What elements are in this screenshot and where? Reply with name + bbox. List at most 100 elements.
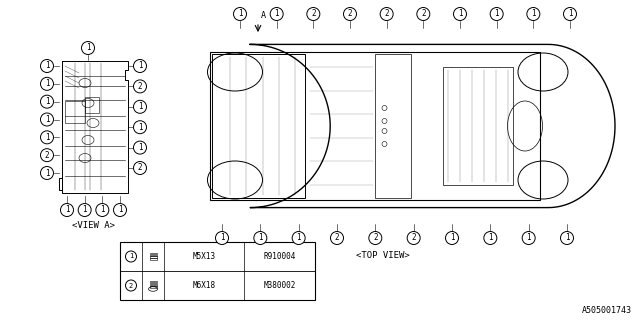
Circle shape [563, 7, 577, 20]
Text: 1: 1 [564, 234, 570, 243]
Circle shape [454, 7, 467, 20]
Circle shape [270, 7, 283, 20]
Bar [150, 284, 157, 286]
Bar [150, 281, 157, 282]
Circle shape [254, 231, 267, 244]
Circle shape [40, 166, 54, 180]
Circle shape [522, 231, 535, 244]
Circle shape [40, 113, 54, 126]
Text: 2: 2 [129, 283, 133, 289]
Text: 1: 1 [86, 44, 90, 52]
Bar [150, 255, 157, 256]
Text: 2: 2 [311, 10, 316, 19]
Text: 1: 1 [138, 102, 142, 111]
Text: 1: 1 [129, 253, 133, 260]
Circle shape [40, 77, 54, 90]
Text: 1: 1 [118, 205, 122, 214]
Circle shape [40, 60, 54, 73]
Circle shape [490, 7, 503, 20]
Text: 1: 1 [488, 234, 493, 243]
Circle shape [134, 80, 147, 93]
Text: 1: 1 [275, 10, 279, 19]
Text: 1: 1 [45, 169, 49, 178]
Text: 1: 1 [458, 10, 462, 19]
Text: 1: 1 [220, 234, 224, 243]
Bar [442, 67, 513, 185]
Text: M6X18: M6X18 [193, 281, 216, 290]
Circle shape [407, 231, 420, 244]
Circle shape [134, 141, 147, 154]
Circle shape [125, 251, 136, 262]
Text: <VIEW A>: <VIEW A> [72, 221, 115, 230]
Text: 1: 1 [526, 234, 531, 243]
Text: 1: 1 [450, 234, 454, 243]
Circle shape [561, 231, 573, 244]
Bar [65, 101, 85, 123]
Bar [374, 54, 410, 198]
Text: 2: 2 [348, 10, 352, 19]
Bar [150, 253, 157, 254]
Circle shape [61, 204, 74, 217]
Text: 1: 1 [531, 10, 536, 19]
Text: A505001743: A505001743 [582, 306, 632, 315]
Circle shape [234, 7, 246, 20]
Bar [150, 256, 157, 258]
Circle shape [40, 149, 54, 162]
Text: <TOP VIEW>: <TOP VIEW> [356, 252, 410, 260]
Circle shape [527, 7, 540, 20]
Text: 2: 2 [373, 234, 378, 243]
Text: 1: 1 [45, 97, 49, 106]
Text: R910004: R910004 [263, 252, 296, 261]
Text: 1: 1 [494, 10, 499, 19]
Bar [150, 258, 157, 260]
Text: 1: 1 [138, 61, 142, 70]
Circle shape [40, 131, 54, 144]
Circle shape [484, 231, 497, 244]
Circle shape [307, 7, 320, 20]
Circle shape [216, 231, 228, 244]
Text: 2: 2 [138, 82, 142, 91]
Bar [150, 286, 157, 288]
Circle shape [134, 121, 147, 134]
Text: 1: 1 [296, 234, 301, 243]
Circle shape [369, 231, 382, 244]
Text: 2: 2 [45, 151, 49, 160]
Text: 2: 2 [412, 234, 416, 243]
Text: 1: 1 [45, 133, 49, 142]
Text: 1: 1 [45, 61, 49, 70]
Text: M5X13: M5X13 [193, 252, 216, 261]
Bar [85, 97, 99, 113]
Circle shape [330, 231, 344, 244]
Circle shape [445, 231, 458, 244]
Text: 1: 1 [258, 234, 262, 243]
Circle shape [78, 204, 91, 217]
Circle shape [40, 95, 54, 108]
Circle shape [134, 162, 147, 174]
Circle shape [113, 204, 127, 217]
Text: 1: 1 [45, 115, 49, 124]
Text: M380002: M380002 [263, 281, 296, 290]
Text: 2: 2 [421, 10, 426, 19]
Circle shape [344, 7, 356, 20]
Text: 1: 1 [65, 205, 69, 214]
Text: 1: 1 [237, 10, 243, 19]
Circle shape [81, 42, 95, 54]
Circle shape [292, 231, 305, 244]
Circle shape [125, 280, 136, 291]
Text: 1: 1 [138, 123, 142, 132]
Text: 2: 2 [335, 234, 339, 243]
Text: 1: 1 [45, 79, 49, 88]
Text: 1: 1 [568, 10, 572, 19]
Circle shape [96, 204, 109, 217]
Text: 1: 1 [138, 143, 142, 152]
Circle shape [134, 100, 147, 113]
Text: 2: 2 [385, 10, 389, 19]
Bar [150, 283, 157, 284]
Text: A: A [261, 11, 266, 20]
Circle shape [134, 60, 147, 73]
Text: 1: 1 [100, 205, 105, 214]
Text: 2: 2 [138, 164, 142, 172]
Bar [212, 54, 305, 198]
Circle shape [417, 7, 430, 20]
Text: 1: 1 [83, 205, 87, 214]
